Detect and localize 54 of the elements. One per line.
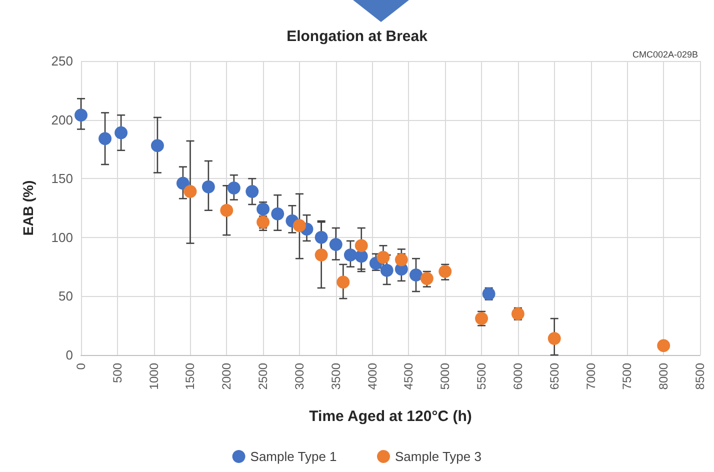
x-tick-label: 3000 bbox=[292, 362, 306, 390]
point bbox=[394, 253, 408, 266]
point bbox=[184, 185, 197, 198]
point bbox=[114, 126, 128, 140]
point bbox=[271, 207, 284, 220]
point bbox=[354, 239, 368, 252]
point bbox=[329, 238, 342, 251]
chart-title: Elongation at Break bbox=[286, 28, 428, 45]
x-tick-label: 1000 bbox=[146, 362, 161, 390]
point bbox=[74, 108, 88, 122]
x-tick-label: 4000 bbox=[365, 362, 380, 390]
legend-label: Sample Type 3 bbox=[395, 449, 482, 464]
x-tick-label: 1500 bbox=[183, 362, 198, 390]
y-tick-label: 200 bbox=[51, 112, 73, 128]
x-tick-label: 4500 bbox=[402, 362, 416, 390]
x-tick-label: 8000 bbox=[656, 362, 671, 390]
x-tick-label: 2000 bbox=[220, 362, 234, 390]
point bbox=[227, 182, 240, 195]
point bbox=[202, 180, 215, 194]
y-tick-label: 250 bbox=[51, 54, 73, 68]
legend-label: Sample Type 1 bbox=[250, 449, 337, 464]
x-tick-label: 3500 bbox=[328, 362, 343, 390]
point bbox=[176, 176, 190, 190]
point bbox=[150, 139, 164, 152]
point bbox=[548, 332, 561, 346]
x-tick-label: 500 bbox=[110, 362, 124, 384]
x-axis-title: Time Aged at 120°C (h) bbox=[309, 408, 472, 425]
point bbox=[292, 219, 306, 232]
point bbox=[256, 202, 270, 216]
point bbox=[657, 339, 670, 352]
point bbox=[410, 268, 422, 282]
y-tick-label: 100 bbox=[51, 230, 73, 245]
y-axis-title: EAB (%) bbox=[20, 180, 36, 236]
x-tick-label: 5500 bbox=[474, 362, 489, 390]
x-tick-label: 6500 bbox=[547, 362, 562, 390]
x-tick-label: 6000 bbox=[510, 362, 525, 390]
y-tick-label: 0 bbox=[66, 348, 73, 362]
point bbox=[344, 248, 357, 262]
x-tick-label: 2500 bbox=[256, 362, 270, 390]
point bbox=[336, 276, 350, 289]
x-tick-label: 7000 bbox=[584, 362, 598, 390]
x-tick-label: 0 bbox=[74, 362, 88, 370]
y-tick-label: 50 bbox=[58, 288, 73, 304]
point bbox=[438, 265, 452, 278]
y-tick-label: 150 bbox=[51, 171, 73, 186]
x-tick-label: 7500 bbox=[620, 362, 634, 390]
x-tick-label: 8500 bbox=[693, 362, 707, 390]
point bbox=[246, 185, 259, 198]
point bbox=[220, 204, 234, 217]
text: CMC002A-029B bbox=[632, 50, 698, 60]
point bbox=[314, 230, 328, 244]
point bbox=[98, 132, 112, 146]
point bbox=[314, 248, 328, 262]
x-tick-label: 5000 bbox=[438, 362, 452, 390]
